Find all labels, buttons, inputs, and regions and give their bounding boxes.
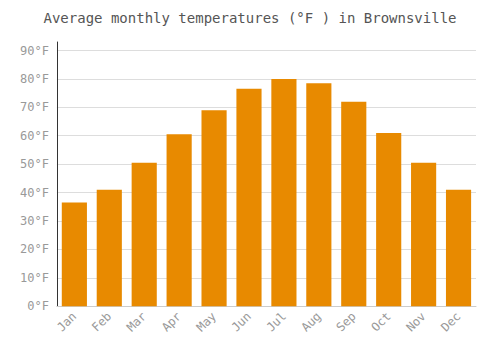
svg-text:50°F: 50°F <box>20 157 49 171</box>
svg-text:10°F: 10°F <box>20 271 49 285</box>
svg-text:Dec: Dec <box>438 309 463 334</box>
svg-text:60°F: 60°F <box>20 129 49 143</box>
svg-text:Mar: Mar <box>124 309 149 334</box>
svg-text:80°F: 80°F <box>20 72 49 86</box>
svg-text:40°F: 40°F <box>20 186 49 200</box>
svg-text:May: May <box>194 309 219 334</box>
svg-text:90°F: 90°F <box>20 44 49 58</box>
svg-text:Average monthly temperatures (: Average monthly temperatures (°F ) in Br… <box>43 10 456 26</box>
svg-text:70°F: 70°F <box>20 100 49 114</box>
svg-text:0°F: 0°F <box>27 299 49 313</box>
svg-text:Feb: Feb <box>89 309 114 334</box>
svg-text:20°F: 20°F <box>20 242 49 256</box>
svg-text:Aug: Aug <box>299 309 324 334</box>
svg-text:Sep: Sep <box>333 309 358 334</box>
svg-text:Nov: Nov <box>403 309 428 334</box>
svg-text:30°F: 30°F <box>20 214 49 228</box>
svg-text:Oct: Oct <box>368 309 393 334</box>
svg-text:Jun: Jun <box>229 309 254 334</box>
svg-text:Apr: Apr <box>159 309 184 334</box>
svg-text:Jan: Jan <box>54 309 79 334</box>
svg-text:Jul: Jul <box>264 309 289 334</box>
